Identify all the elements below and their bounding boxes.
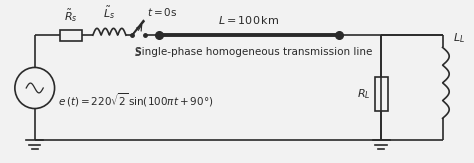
Text: $t = 0\mathrm{s}$: $t = 0\mathrm{s}$ <box>147 6 178 18</box>
Text: $\tilde{L}_s$: $\tilde{L}_s$ <box>103 4 116 21</box>
Text: $e\,(t) = 220\sqrt{2}\,\sin(100\pi t + 90°)$: $e\,(t) = 220\sqrt{2}\,\sin(100\pi t + 9… <box>58 91 214 109</box>
Text: $R_L$: $R_L$ <box>357 87 371 101</box>
Bar <box>60 30 82 41</box>
Text: Single-phase homogeneous transmission line: Single-phase homogeneous transmission li… <box>135 47 372 57</box>
Text: $L = 100\,\mathrm{km}$: $L = 100\,\mathrm{km}$ <box>218 14 280 26</box>
Text: $L_L$: $L_L$ <box>453 31 465 45</box>
Bar <box>374 77 388 111</box>
Text: $\tilde{R}_s$: $\tilde{R}_s$ <box>64 7 78 24</box>
Text: $S$: $S$ <box>134 46 142 58</box>
